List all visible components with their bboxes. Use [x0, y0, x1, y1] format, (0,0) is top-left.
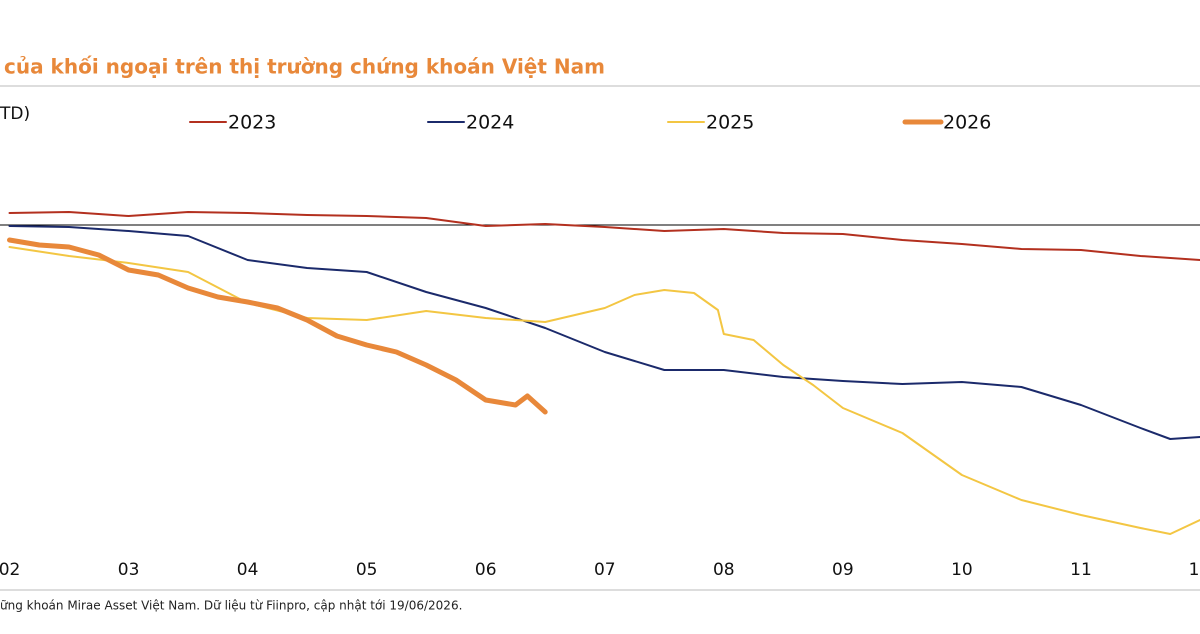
x-tick-label: 02: [0, 560, 20, 580]
x-tick-label: 04: [237, 560, 259, 580]
y-axis-label: TD): [0, 104, 30, 124]
x-tick-label: 09: [832, 560, 854, 580]
legend-label: 2024: [466, 112, 514, 134]
x-tick-label: 07: [594, 560, 616, 580]
x-tick-label: 05: [356, 560, 378, 580]
series-line: [10, 226, 1200, 439]
legend-label: 2025: [706, 112, 754, 134]
legend-label: 2023: [228, 112, 276, 134]
x-tick-label: 06: [475, 560, 497, 580]
x-tick-label: 10: [951, 560, 973, 580]
chart-title: của khối ngoại trên thị trường chứng kho…: [4, 55, 605, 79]
series-line: [10, 240, 546, 412]
legend-label: 2026: [943, 112, 991, 134]
x-tick-label: 08: [713, 560, 735, 580]
x-tick-label: 03: [118, 560, 140, 580]
footer: ững khoán Mirae Asset Việt Nam. Dữ liệu …: [0, 599, 462, 613]
x-tick-label: 1: [1189, 560, 1200, 580]
x-tick-label: 11: [1070, 560, 1092, 580]
